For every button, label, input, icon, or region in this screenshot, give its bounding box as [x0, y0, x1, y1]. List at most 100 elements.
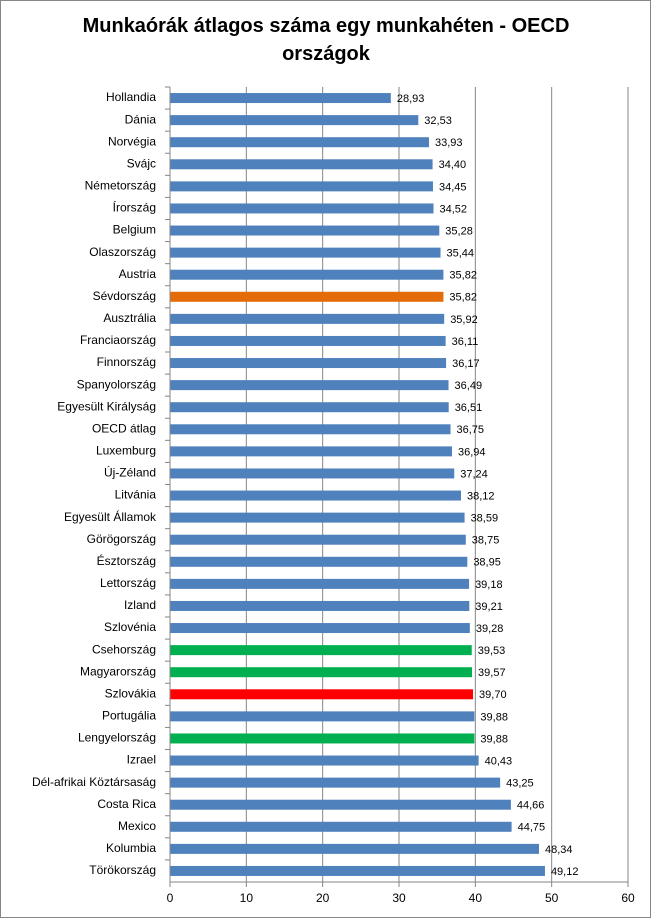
- bar: [170, 402, 449, 413]
- y-tick-label: Egyesült Királyság: [57, 399, 156, 413]
- y-tick-label: Magyarország: [80, 664, 156, 678]
- y-tick-label: Sévdország: [93, 289, 156, 303]
- y-tick-label: Mexico: [118, 819, 156, 833]
- y-tick-label: Franciaország: [80, 333, 156, 347]
- value-label: 35,28: [445, 225, 473, 237]
- bar: [170, 623, 470, 634]
- bar: [170, 93, 391, 104]
- y-tick-label: Szlovénia: [104, 620, 156, 634]
- value-label: 36,94: [458, 446, 486, 458]
- y-tick-label: Lettország: [100, 576, 156, 590]
- bar: [170, 490, 461, 501]
- value-label: 36,11: [452, 336, 479, 348]
- x-tick-label: 60: [621, 891, 635, 905]
- value-label: 38,59: [471, 513, 499, 525]
- y-tick-label: Csehország: [92, 642, 156, 656]
- y-tick-label: Lengyelország: [78, 731, 156, 745]
- value-label: 28,93: [397, 93, 425, 105]
- y-tick-label: Luxemburg: [96, 444, 156, 458]
- bar: [170, 600, 470, 611]
- value-label: 37,24: [460, 468, 488, 480]
- value-label: 44,66: [517, 800, 545, 812]
- y-tick-label: Szlovákia: [105, 686, 157, 700]
- y-tick-label: Ausztrália: [103, 311, 156, 325]
- y-tick-label: Kolumbia: [106, 841, 156, 855]
- bar: [170, 512, 465, 523]
- bar: [170, 755, 479, 766]
- y-tick-label: Németország: [85, 179, 156, 193]
- chart-title: Munkaórák átlagos száma egy munkahéten -…: [82, 15, 570, 65]
- bar: [170, 446, 452, 457]
- value-label: 48,34: [545, 844, 573, 856]
- value-label: 36,51: [455, 402, 483, 414]
- y-tick-label: Costa Rica: [97, 797, 156, 811]
- bar: [170, 733, 475, 744]
- value-label: 34,40: [439, 159, 467, 171]
- bar: [170, 578, 470, 589]
- bar: [170, 313, 445, 324]
- y-tick-label: Svájc: [127, 156, 156, 170]
- bar: [170, 137, 429, 148]
- value-label: 39,88: [480, 711, 508, 723]
- bar: [170, 556, 468, 567]
- bar: [170, 159, 433, 170]
- y-tick-label: Litvánia: [115, 488, 157, 502]
- bar: [170, 667, 473, 678]
- y-tick-label: Austria: [119, 267, 157, 281]
- y-tick-label: Belgium: [113, 223, 156, 237]
- value-label: 38,95: [473, 557, 501, 569]
- x-tick-label: 0: [167, 891, 174, 905]
- bar: [170, 358, 447, 369]
- x-tick-label: 10: [240, 891, 254, 905]
- value-label: 35,82: [449, 270, 477, 282]
- y-tick-label: OECD átlag: [92, 421, 156, 435]
- y-tick-label: Spanyolország: [77, 377, 156, 391]
- y-tick-label: Egyesült Államok: [64, 509, 157, 524]
- bar: [170, 468, 455, 479]
- y-tick-label: Hollandia: [106, 90, 156, 104]
- y-tick-label: Olaszország: [89, 245, 156, 259]
- x-tick-label: 40: [469, 891, 483, 905]
- value-label: 38,12: [467, 490, 495, 502]
- value-label: 36,75: [457, 424, 485, 436]
- bar: [170, 777, 501, 788]
- bar: [170, 424, 451, 435]
- bar: [170, 203, 434, 214]
- value-label: 34,52: [440, 203, 468, 215]
- value-label: 35,44: [447, 248, 475, 260]
- y-tick-label: Új-Zéland: [104, 465, 156, 480]
- y-tick-label: Portugália: [102, 709, 156, 723]
- bar: [170, 821, 512, 832]
- bar: [170, 115, 419, 126]
- value-label: 39,53: [478, 645, 506, 657]
- x-tick-label: 30: [392, 891, 406, 905]
- y-tick-label: Észtország: [97, 553, 156, 568]
- bar: [170, 335, 446, 346]
- y-tick-label: Norvégia: [108, 134, 156, 148]
- y-tick-label: Izrael: [127, 753, 156, 767]
- value-label: 35,82: [449, 292, 477, 304]
- y-tick-label: Törökország: [89, 863, 156, 877]
- bar: [170, 380, 449, 391]
- value-label: 44,75: [518, 822, 546, 834]
- value-label: 35,92: [450, 314, 478, 326]
- value-label: 39,57: [478, 667, 506, 679]
- bar: [170, 225, 440, 236]
- bar: [170, 689, 474, 700]
- y-tick-label: Dánia: [125, 112, 157, 126]
- y-tick-label: Finnország: [97, 355, 156, 369]
- value-label: 40,43: [485, 755, 513, 767]
- value-label: 39,21: [475, 601, 503, 613]
- value-label: 34,45: [439, 181, 467, 193]
- bar: [170, 247, 441, 258]
- bar: [170, 711, 475, 722]
- y-tick-label: Dél-afrikai Köztársaság: [32, 775, 156, 789]
- value-label: 36,49: [455, 380, 483, 392]
- bar: [170, 269, 444, 280]
- x-tick-label: 50: [545, 891, 559, 905]
- y-tick-label: Izland: [124, 598, 156, 612]
- y-tick-label: Írország: [113, 200, 156, 215]
- value-label: 39,18: [475, 579, 503, 591]
